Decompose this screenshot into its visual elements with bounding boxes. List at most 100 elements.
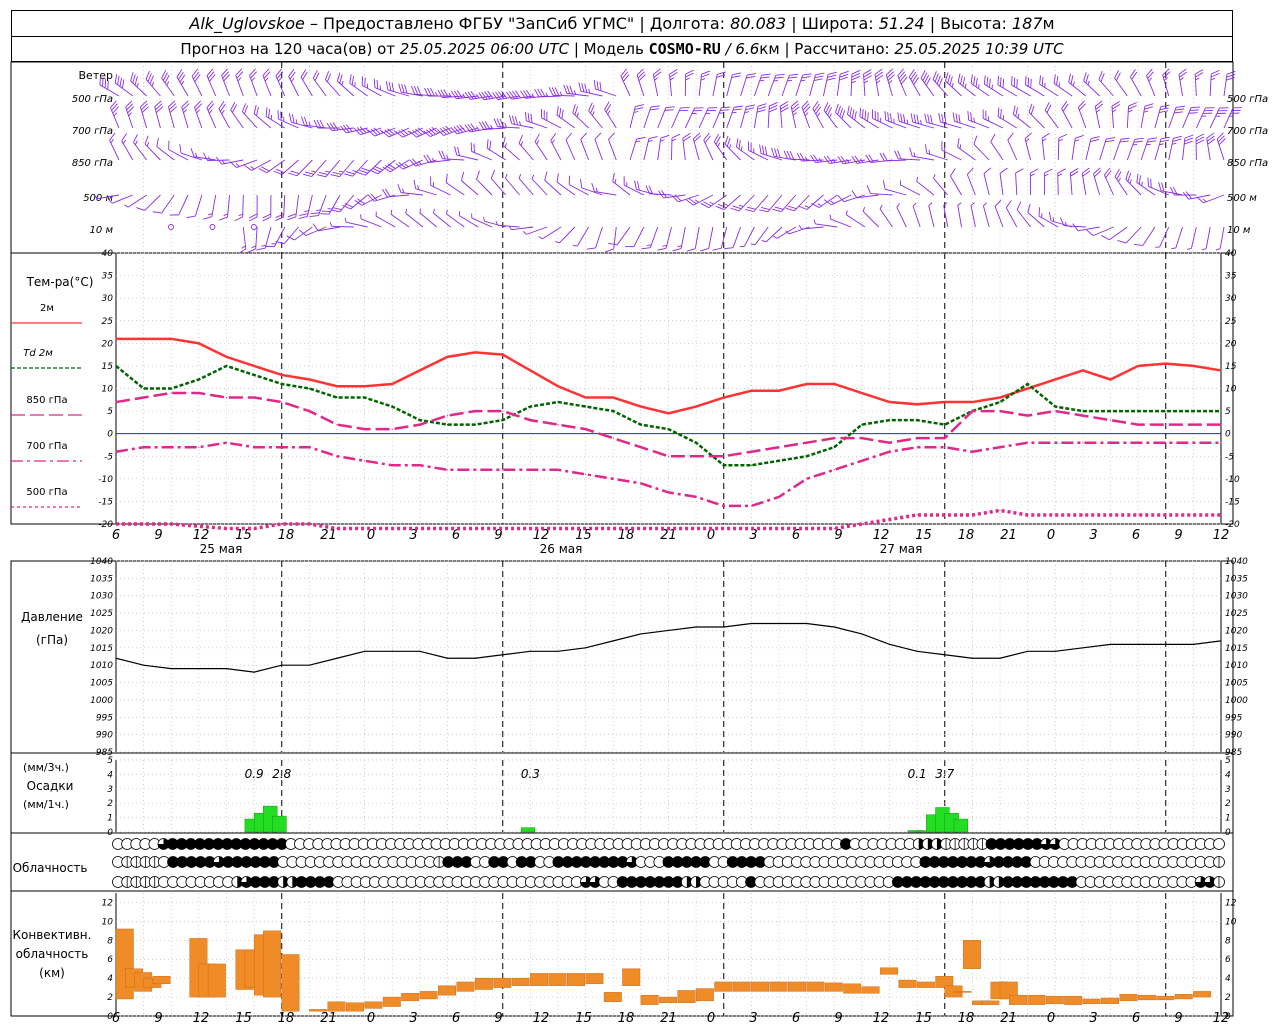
temp-point	[308, 523, 310, 525]
barb-staff	[1219, 226, 1225, 249]
barb-half	[476, 94, 480, 99]
barb-full	[551, 87, 557, 96]
barb-half	[646, 244, 652, 246]
barb-staff	[806, 194, 824, 210]
barb-half	[572, 245, 578, 247]
wind-barb	[1196, 194, 1225, 204]
wind-barb	[508, 115, 534, 129]
wind-barb	[1024, 132, 1033, 161]
wind-barb	[1126, 102, 1137, 129]
barb-full	[537, 88, 543, 98]
barb-full	[1162, 68, 1170, 76]
wind-barb	[423, 154, 451, 164]
barb-staff	[281, 159, 299, 175]
barb-full	[250, 71, 258, 79]
barb-full	[724, 135, 729, 145]
model-label: | Модель	[573, 40, 644, 58]
barb-full	[262, 216, 271, 222]
barb-staff	[144, 143, 161, 161]
conv-bar	[511, 977, 530, 986]
wind-barb	[698, 107, 718, 129]
barb-half	[816, 112, 821, 117]
wind-barb	[238, 226, 247, 255]
barb-full	[648, 185, 653, 195]
wind-barb	[798, 194, 824, 210]
y-tick-left: 15	[102, 362, 114, 372]
barb-full	[1218, 138, 1226, 146]
wind-barb	[1223, 70, 1236, 97]
barb-staff	[663, 194, 686, 199]
wind-barb	[916, 176, 935, 196]
barb-staff	[1205, 226, 1211, 249]
barb-full	[700, 203, 709, 209]
barb-half	[354, 82, 356, 87]
barb-full	[304, 171, 314, 175]
barb-full	[789, 150, 795, 160]
barb-full	[680, 107, 690, 109]
barb-full	[1230, 112, 1240, 114]
temp-point	[1027, 415, 1029, 417]
barb-staff	[801, 107, 811, 129]
barb-staff	[898, 158, 921, 161]
wind-barb	[759, 194, 783, 213]
barb-staff	[588, 110, 603, 129]
barb-full	[708, 107, 718, 109]
barb-staff	[534, 141, 548, 161]
wind-barb	[634, 180, 658, 196]
temp-point	[667, 428, 670, 430]
barb-staff	[1099, 138, 1107, 161]
y-tick-left: 2	[107, 993, 113, 1003]
barb-full	[1161, 182, 1165, 192]
barb-full	[620, 68, 627, 77]
barb-full	[985, 110, 987, 120]
barb-staff	[669, 74, 672, 97]
barb-staff	[1126, 139, 1136, 161]
barb-staff	[908, 76, 921, 97]
barb-full	[786, 150, 792, 160]
barb-full	[169, 214, 179, 216]
temp-point	[1220, 442, 1222, 444]
barb-half	[404, 163, 409, 168]
y-tick-left: 5	[107, 407, 113, 417]
barb-full	[498, 91, 505, 99]
wind-barb	[700, 194, 728, 209]
barb-full	[591, 182, 595, 192]
barb-half	[221, 159, 226, 164]
barb-half	[635, 140, 641, 143]
barb-staff	[275, 75, 286, 97]
barb-full	[825, 104, 831, 114]
barb-full	[464, 91, 471, 100]
y-tick-right: 4	[1225, 770, 1231, 780]
wind-barb	[247, 226, 258, 253]
cloud-three-quarter	[1195, 876, 1207, 888]
barb-staff	[1114, 77, 1128, 97]
wind-barb	[1126, 137, 1144, 161]
wind-barb	[125, 100, 135, 129]
temp-point	[529, 419, 531, 421]
barb-full	[1147, 140, 1157, 143]
conv-bar	[263, 930, 282, 998]
barb-full	[344, 203, 354, 208]
conv-bar	[880, 967, 898, 975]
wind-barb	[753, 73, 771, 97]
wind-barb	[1099, 137, 1116, 161]
barb-full	[179, 74, 186, 83]
barb-full	[1146, 68, 1153, 76]
barb-full	[827, 74, 837, 78]
barb-full	[796, 153, 802, 162]
barb-staff	[419, 212, 437, 228]
barb-full	[1131, 71, 1138, 80]
temp-point	[833, 437, 835, 439]
hour-tick-label: 9	[834, 528, 842, 543]
wind-barb	[851, 155, 879, 164]
barb-full	[364, 77, 366, 87]
precip-total-label: 2.8	[272, 767, 291, 781]
barb-full	[999, 77, 1002, 87]
barb-full	[970, 112, 972, 122]
barb-half	[417, 185, 419, 190]
barb-full	[332, 122, 339, 131]
wind-barb	[518, 134, 534, 161]
barb-full	[162, 72, 168, 81]
wind-barb	[682, 132, 691, 161]
conv-bar	[493, 977, 512, 988]
